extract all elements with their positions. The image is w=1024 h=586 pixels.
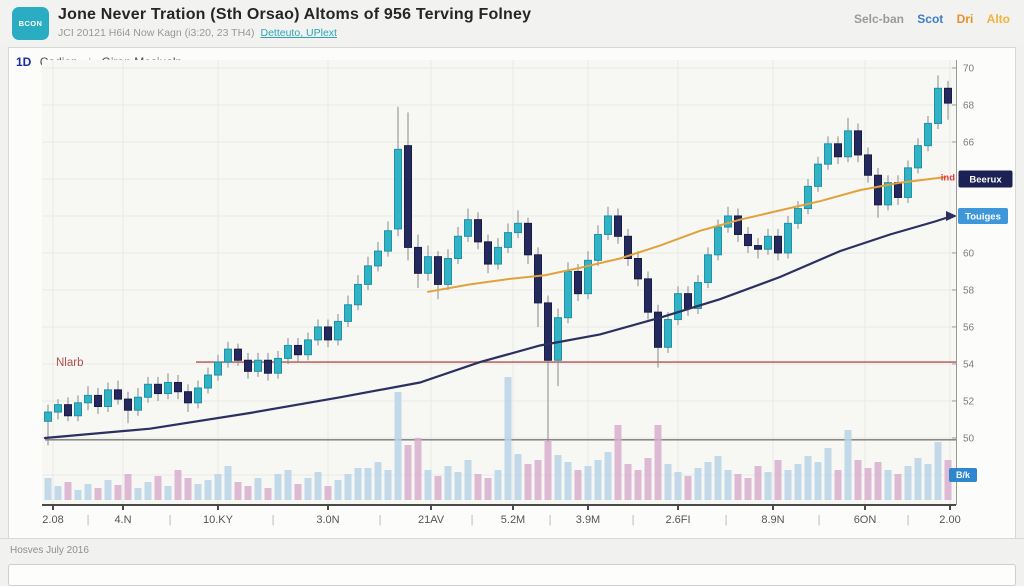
nav-item-dri[interactable]: Dri bbox=[956, 12, 974, 26]
svg-text:4.N: 4.N bbox=[114, 514, 131, 526]
svg-text:|: | bbox=[87, 514, 90, 526]
svg-text:6ON: 6ON bbox=[854, 514, 877, 526]
svg-text:B/k: B/k bbox=[956, 470, 971, 480]
svg-text:58: 58 bbox=[963, 285, 975, 296]
ma-slow-line bbox=[43, 210, 957, 440]
svg-text:2.6FI: 2.6FI bbox=[665, 514, 690, 526]
top-nav: Selc-ban Scot Dri Alto bbox=[844, 12, 1010, 26]
x-axis: 2.08 4.N 10.KY 3.0N 21AV 5.2M 3.9M 2.6FI 8.9N 6ON… bbox=[42, 504, 961, 526]
logo-text: BCON bbox=[18, 19, 43, 28]
svg-text:60: 60 bbox=[963, 248, 975, 259]
range-scrollbar[interactable] bbox=[8, 564, 1016, 586]
svg-text:ind: ind bbox=[941, 173, 955, 184]
svg-text:10.KY: 10.KY bbox=[203, 514, 234, 526]
page-title: Jone Never Tration (Sth Orsao) Altoms of… bbox=[58, 6, 532, 23]
level-line: Nlarb bbox=[56, 357, 956, 369]
svg-text:|: | bbox=[272, 514, 275, 526]
svg-text:66: 66 bbox=[963, 137, 975, 148]
svg-text:Touiges: Touiges bbox=[965, 211, 1001, 222]
gridlines bbox=[42, 60, 956, 505]
svg-text:56: 56 bbox=[963, 322, 975, 333]
svg-text:2.08: 2.08 bbox=[42, 514, 63, 526]
plot-background bbox=[42, 60, 956, 505]
svg-text:Beerux: Beerux bbox=[969, 174, 1002, 185]
svg-text:3.0N: 3.0N bbox=[316, 514, 339, 526]
y-axis: 70 68 66 60 58 56 54 52 50 bbox=[952, 60, 975, 505]
ma-fast-line bbox=[427, 176, 946, 293]
svg-text:70: 70 bbox=[963, 63, 975, 74]
svg-text:|: | bbox=[725, 514, 728, 526]
svg-text:54: 54 bbox=[963, 359, 975, 370]
svg-text:|: | bbox=[632, 514, 635, 526]
app-header: BCON Jone Never Tration (Sth Orsao) Alto… bbox=[0, 0, 1024, 46]
interval-button[interactable]: 1D bbox=[16, 55, 32, 69]
nav-item-selcban[interactable]: Selc-ban bbox=[853, 12, 904, 26]
svg-text:Nlarb: Nlarb bbox=[56, 357, 83, 369]
svg-text:|: | bbox=[818, 514, 821, 526]
subtitle-link[interactable]: Detteuto, UPlext bbox=[260, 27, 337, 39]
svg-text:52: 52 bbox=[963, 396, 975, 407]
svg-text:68: 68 bbox=[963, 100, 975, 111]
svg-text:8.9N: 8.9N bbox=[761, 514, 784, 526]
svg-text:|: | bbox=[169, 514, 172, 526]
svg-text:|: | bbox=[471, 514, 474, 526]
svg-text:21AV: 21AV bbox=[418, 514, 445, 526]
svg-text:50: 50 bbox=[963, 433, 975, 444]
svg-text:2.00: 2.00 bbox=[939, 514, 960, 526]
subtitle-text: JCI 20121 H6i4 Now Kagn (i3:20, 23 TH4) bbox=[58, 27, 255, 39]
svg-text:|: | bbox=[549, 514, 552, 526]
svg-text:3.9M: 3.9M bbox=[576, 514, 600, 526]
footer-bar: Hosves July 2016 bbox=[0, 538, 1024, 565]
page-subtitle: JCI 20121 H6i4 Now Kagn (i3:20, 23 TH4) D… bbox=[58, 27, 337, 39]
svg-text:|: | bbox=[379, 514, 382, 526]
volume-bars bbox=[44, 377, 952, 500]
app-logo[interactable]: BCON bbox=[12, 7, 49, 40]
ma-fast-end-label: ind bbox=[941, 173, 955, 184]
footer-note: Hosves July 2016 bbox=[10, 545, 89, 556]
nav-item-alto[interactable]: Alto bbox=[986, 12, 1010, 26]
nav-item-scot[interactable]: Scot bbox=[917, 12, 944, 26]
svg-text:|: | bbox=[907, 514, 910, 526]
price-badges: Beerux Touiges B/k bbox=[949, 170, 1013, 482]
svg-text:5.2M: 5.2M bbox=[501, 514, 525, 526]
